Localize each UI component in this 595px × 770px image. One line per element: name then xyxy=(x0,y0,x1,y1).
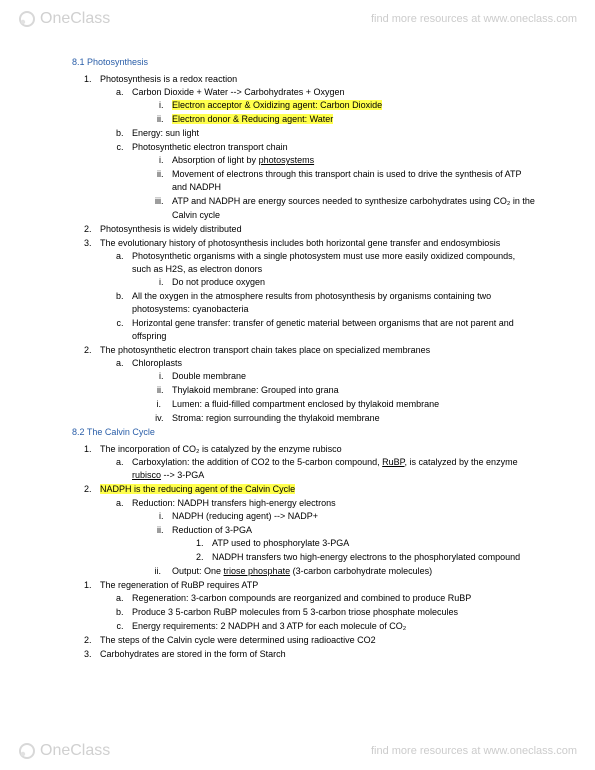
outline-level-2: Photosynthetic organisms with a single p… xyxy=(100,250,535,343)
outline-item: The regeneration of RuBP requires ATP Reg… xyxy=(94,579,535,633)
outline-level-2: Carbon Dioxide + Water --> Carbohydrates… xyxy=(100,86,535,221)
outline-text: ATP and NADPH are energy sources needed … xyxy=(172,196,535,219)
outline-item: Carbon Dioxide + Water --> Carbohydrates… xyxy=(126,86,535,126)
underlined-term: photosystems xyxy=(259,155,315,165)
underlined-term: rubisco xyxy=(132,470,161,480)
outline-item: Movement of electrons through this trans… xyxy=(166,168,535,194)
outline-text: Output: One triose phosphate (3-carbon c… xyxy=(172,566,432,576)
outline-text: Regeneration: 3-carbon compounds are reo… xyxy=(132,593,471,603)
outline-text: The evolutionary history of photosynthes… xyxy=(100,238,500,248)
outline-text: Photosynthesis is a redox reaction xyxy=(100,74,237,84)
outline-level-3: NADPH (reducing agent) --> NADP+ Reductio… xyxy=(132,510,535,578)
outline-text: Reduction of 3-PGA xyxy=(172,525,252,535)
outline-text: Stroma: region surrounding the thylakoid… xyxy=(172,413,380,423)
outline-item: ATP and NADPH are energy sources needed … xyxy=(166,195,535,221)
outline-item: Photosynthesis is a redox reaction Carbon… xyxy=(94,73,535,222)
outline-item: The photosynthetic electron transport ch… xyxy=(94,344,535,425)
outline-text: The photosynthetic electron transport ch… xyxy=(100,345,430,355)
outline-item: Energy requirements: 2 NADPH and 3 ATP f… xyxy=(126,620,535,633)
outline-text: Movement of electrons through this trans… xyxy=(172,169,521,192)
outline-item: Chloroplasts Double membrane Thylakoid mem… xyxy=(126,357,535,425)
outline-item: The incorporation of CO₂ is catalyzed by… xyxy=(94,443,535,482)
outline-text: NADPH (reducing agent) --> NADP+ xyxy=(172,511,318,521)
outline-text: Carbohydrates are stored in the form of … xyxy=(100,649,286,659)
outline-item: Regeneration: 3-carbon compounds are reo… xyxy=(126,592,535,605)
outline-level-4: ATP used to phosphorylate 3-PGA NADPH tra… xyxy=(172,537,535,564)
document-body: 8.1 Photosynthesis Photosynthesis is a re… xyxy=(0,0,595,708)
outline-item: The steps of the Calvin cycle were deter… xyxy=(94,634,535,647)
outline-text: ATP used to phosphorylate 3-PGA xyxy=(212,538,349,548)
outline-item: Thylakoid membrane: Grouped into grana xyxy=(166,384,535,397)
outline-text: The regeneration of RuBP requires ATP xyxy=(100,580,258,590)
outline-text: Energy: sun light xyxy=(132,128,199,138)
outline-text: Electron acceptor & Oxidizing agent: Car… xyxy=(172,100,382,110)
watermark-tagline-bottom: find more resources at www.oneclass.com xyxy=(371,745,577,757)
outline-text: Double membrane xyxy=(172,371,246,381)
outline-level-3: Electron acceptor & Oxidizing agent: Car… xyxy=(132,99,535,126)
outline-item: Carbohydrates are stored in the form of … xyxy=(94,648,535,661)
outline-item: All the oxygen in the atmosphere results… xyxy=(126,290,535,316)
outline-item: Double membrane xyxy=(166,370,535,383)
outline-text: Photosynthesis is widely distributed xyxy=(100,224,242,234)
outline-text: Thylakoid membrane: Grouped into grana xyxy=(172,385,339,395)
outline-item: Horizontal gene transfer: transfer of ge… xyxy=(126,317,535,343)
outline-text: Photosynthetic electron transport chain xyxy=(132,142,288,152)
outline-text: All the oxygen in the atmosphere results… xyxy=(132,291,491,314)
outline-item: Output: One triose phosphate (3-carbon c… xyxy=(166,565,535,578)
outline-item: Carboxylation: the addition of CO2 to th… xyxy=(126,456,535,482)
outline-item: Photosynthetic electron transport chain A… xyxy=(126,141,535,221)
outline-text: Electron donor & Reducing agent: Water xyxy=(172,114,333,124)
outline-item: NADPH (reducing agent) --> NADP+ xyxy=(166,510,535,523)
outline-text: NADPH is the reducing agent of the Calvi… xyxy=(100,484,295,494)
watermark-bottom: OneClass find more resources at www.onec… xyxy=(0,736,595,766)
outline-text: Do not produce oxygen xyxy=(172,277,265,287)
outline-level-1: The incorporation of CO₂ is catalyzed by… xyxy=(72,443,535,661)
outline-text: Carbon Dioxide + Water --> Carbohydrates… xyxy=(132,87,345,97)
logo-icon xyxy=(18,742,36,760)
outline-level-3: Double membrane Thylakoid membrane: Group… xyxy=(132,370,535,425)
underlined-term: triose phosphate xyxy=(224,566,291,576)
outline-text: Lumen: a fluid-filled compartment enclos… xyxy=(172,399,439,409)
outline-text: NADPH transfers two high-energy electron… xyxy=(212,552,520,562)
outline-text: Carboxylation: the addition of CO2 to th… xyxy=(132,457,518,480)
outline-item: Energy: sun light xyxy=(126,127,535,140)
section-title: 8.2 The Calvin Cycle xyxy=(72,426,535,439)
outline-text: Photosynthetic organisms with a single p… xyxy=(132,251,515,274)
outline-item: Electron donor & Reducing agent: Water xyxy=(166,113,535,126)
outline-level-2: Chloroplasts Double membrane Thylakoid mem… xyxy=(100,357,535,425)
outline-item: Photosynthesis is widely distributed xyxy=(94,223,535,236)
outline-item: Stroma: region surrounding the thylakoid… xyxy=(166,412,535,425)
outline-item: The evolutionary history of photosynthes… xyxy=(94,237,535,343)
outline-level-3: Absorption of light by photosystems Movem… xyxy=(132,154,535,221)
outline-level-2: Carboxylation: the addition of CO2 to th… xyxy=(100,456,535,482)
brand-text: OneClass xyxy=(40,742,110,760)
outline-text: The steps of the Calvin cycle were deter… xyxy=(100,635,376,645)
outline-level-1: Photosynthesis is a redox reaction Carbon… xyxy=(72,73,535,425)
outline-text: Absorption of light by photosystems xyxy=(172,155,314,165)
outline-item: Electron acceptor & Oxidizing agent: Car… xyxy=(166,99,535,112)
underlined-term: RuBP xyxy=(382,457,404,467)
outline-level-2: Reduction: NADPH transfers high-energy e… xyxy=(100,497,535,578)
outline-level-3: Do not produce oxygen xyxy=(132,276,535,289)
outline-item: Reduction: NADPH transfers high-energy e… xyxy=(126,497,535,578)
outline-item: Reduction of 3-PGA ATP used to phosphoryl… xyxy=(166,524,535,564)
outline-item: Absorption of light by photosystems xyxy=(166,154,535,167)
outline-item: Photosynthetic organisms with a single p… xyxy=(126,250,535,289)
outline-text: The incorporation of CO₂ is catalyzed by… xyxy=(100,444,342,454)
outline-text: Chloroplasts xyxy=(132,358,182,368)
outline-item: Lumen: a fluid-filled compartment enclos… xyxy=(166,398,535,411)
outline-level-2: Regeneration: 3-carbon compounds are reo… xyxy=(100,592,535,633)
outline-text: Produce 3 5-carbon RuBP molecules from 5… xyxy=(132,607,458,617)
outline-text: Energy requirements: 2 NADPH and 3 ATP f… xyxy=(132,621,406,631)
outline-item: NADPH transfers two high-energy electron… xyxy=(206,551,535,564)
outline-item: ATP used to phosphorylate 3-PGA xyxy=(206,537,535,550)
outline-item: Produce 3 5-carbon RuBP molecules from 5… xyxy=(126,606,535,619)
outline-text: Reduction: NADPH transfers high-energy e… xyxy=(132,498,336,508)
brand-logo-bottom: OneClass xyxy=(18,742,110,760)
outline-text: Horizontal gene transfer: transfer of ge… xyxy=(132,318,514,341)
outline-item: NADPH is the reducing agent of the Calvi… xyxy=(94,483,535,577)
section-title: 8.1 Photosynthesis xyxy=(72,56,535,69)
outline-item: Do not produce oxygen xyxy=(166,276,535,289)
